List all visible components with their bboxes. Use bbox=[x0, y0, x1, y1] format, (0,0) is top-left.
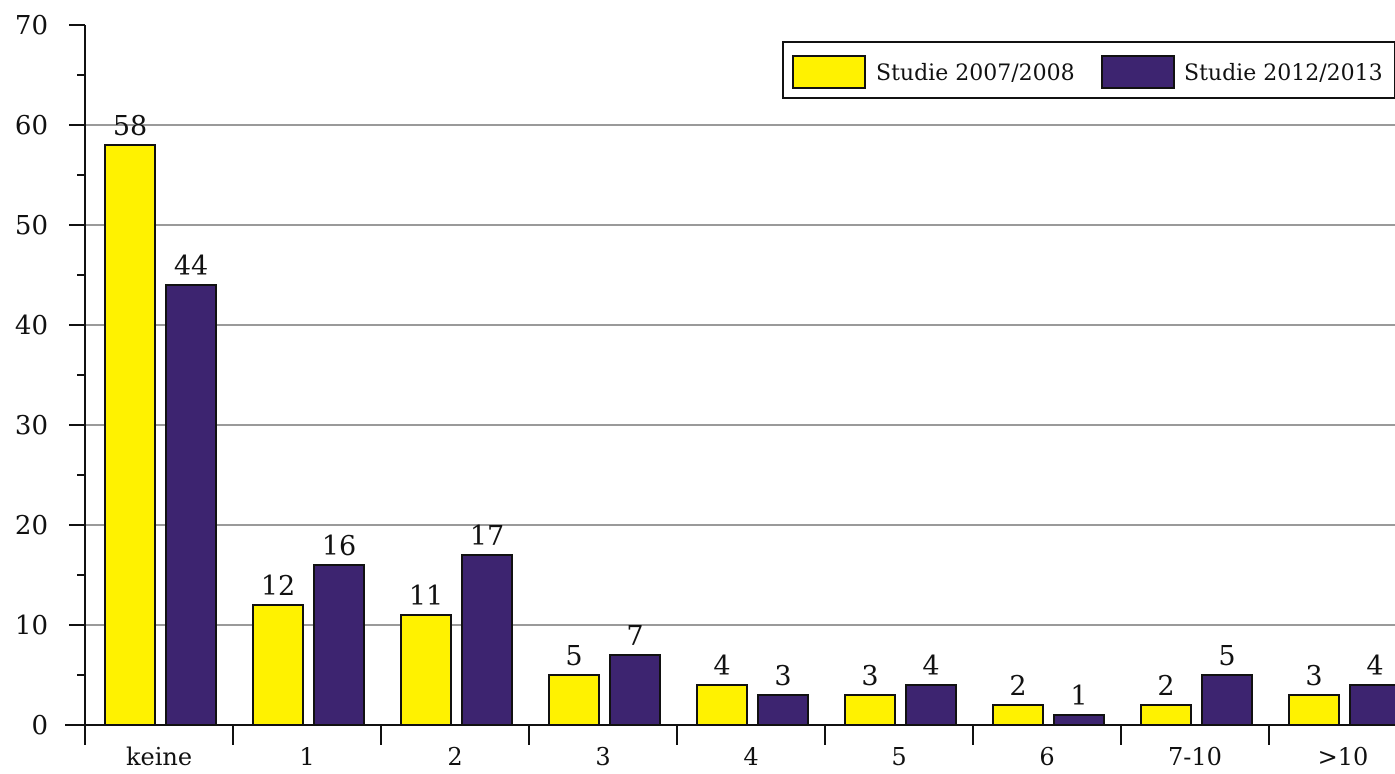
bar bbox=[757, 694, 809, 726]
x-tick-label: 7-10 bbox=[1168, 743, 1222, 771]
data-label: 4 bbox=[922, 651, 939, 682]
x-tick-label: 5 bbox=[891, 743, 906, 771]
data-label: 11 bbox=[409, 581, 443, 612]
legend-swatch-series-2 bbox=[1101, 55, 1175, 89]
bar bbox=[252, 604, 304, 726]
legend-label-series-1: Studie 2007/2008 bbox=[876, 61, 1075, 86]
legend-box bbox=[782, 41, 1395, 99]
y-tick-label: 60 bbox=[15, 111, 48, 141]
y-tick-label: 0 bbox=[31, 711, 48, 741]
bar bbox=[844, 694, 896, 726]
bar bbox=[461, 554, 513, 726]
x-tick-label: 3 bbox=[595, 743, 610, 771]
bar bbox=[165, 284, 217, 726]
x-tick-label: 4 bbox=[743, 743, 758, 771]
bar bbox=[1201, 674, 1253, 726]
legend-swatch-series-1 bbox=[792, 55, 866, 89]
data-label: 2 bbox=[1157, 671, 1174, 702]
data-label: 3 bbox=[1305, 661, 1322, 692]
gridlines bbox=[85, 124, 1395, 626]
legend: Studie 2007/2008 Studie 2012/2013 bbox=[782, 41, 1395, 99]
data-label: 1 bbox=[1070, 681, 1087, 712]
bar bbox=[548, 674, 600, 726]
bar bbox=[313, 564, 365, 726]
y-tick-label: 20 bbox=[15, 511, 48, 541]
data-label: 5 bbox=[565, 641, 582, 672]
bar bbox=[905, 684, 957, 726]
y-tick-label: 30 bbox=[15, 411, 48, 441]
data-label: 16 bbox=[322, 531, 356, 562]
y-tick-label: 50 bbox=[15, 211, 48, 241]
bar bbox=[1288, 694, 1340, 726]
data-label: 3 bbox=[861, 661, 878, 692]
data-label: 12 bbox=[261, 571, 295, 602]
x-tick-label: 6 bbox=[1039, 743, 1054, 771]
data-label: 7 bbox=[626, 621, 643, 652]
bar bbox=[992, 704, 1044, 726]
data-label: 58 bbox=[113, 111, 147, 142]
data-label: 4 bbox=[1366, 651, 1383, 682]
y-tick-label: 40 bbox=[15, 311, 48, 341]
y-tick-label: 70 bbox=[15, 11, 48, 41]
bar bbox=[1053, 714, 1105, 726]
bar bbox=[1140, 704, 1192, 726]
data-label: 3 bbox=[774, 661, 791, 692]
data-label: 44 bbox=[174, 251, 208, 282]
bar bbox=[696, 684, 748, 726]
x-tick-label: keine bbox=[126, 743, 192, 771]
legend-label-series-2: Studie 2012/2013 bbox=[1184, 61, 1383, 86]
data-label: 17 bbox=[470, 521, 504, 552]
data-label: 5 bbox=[1218, 641, 1235, 672]
data-label: 2 bbox=[1009, 671, 1026, 702]
data-label: 4 bbox=[713, 651, 730, 682]
x-tick-label: >10 bbox=[1318, 743, 1369, 771]
bars bbox=[104, 144, 1395, 726]
y-tick-label: 10 bbox=[15, 611, 48, 641]
bar bbox=[400, 614, 452, 726]
x-tick-label: 2 bbox=[447, 743, 462, 771]
x-tick-label: 1 bbox=[299, 743, 314, 771]
bar bbox=[104, 144, 156, 726]
bar bbox=[1349, 684, 1395, 726]
bar bbox=[609, 654, 661, 726]
